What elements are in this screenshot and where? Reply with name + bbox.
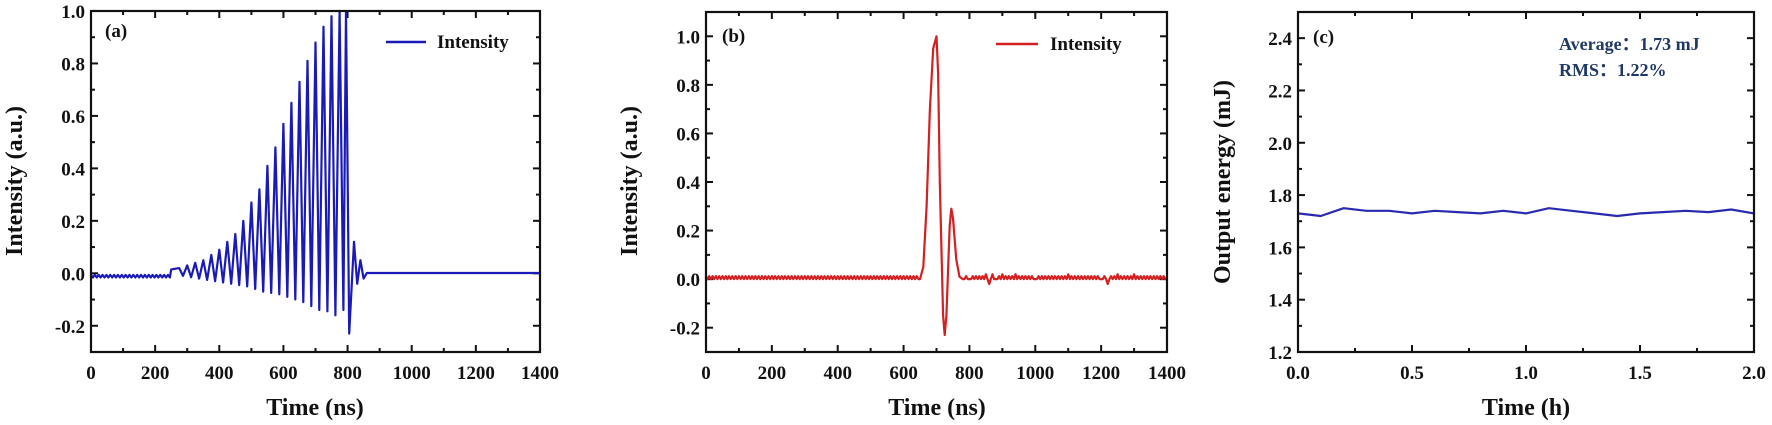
x-tick-label: 800	[333, 363, 362, 384]
y-tick-label: 1.8	[1268, 186, 1292, 207]
legend-label-a: Intensity	[437, 32, 509, 53]
y-tick-label: 1.0	[61, 2, 85, 23]
intensity-line-b	[704, 35, 1167, 337]
y-axis-title-c: Output energy (mJ)	[1210, 80, 1236, 284]
chart-panel-a: 0 200 400 600 800 1000 1200 1400 -0.2 0.0 0.2 0.4 0.…	[2, 2, 559, 421]
x-tick-label: 400	[823, 363, 852, 384]
y-tick-label: 0.0	[61, 264, 85, 285]
x-tick-label: 200	[141, 363, 170, 384]
x-tick-label: 200	[758, 363, 787, 384]
y-tick-label: 0.2	[676, 222, 700, 243]
y-tick-label: 1.4	[1268, 291, 1292, 312]
x-tick-label: 2.0	[1742, 363, 1766, 384]
y-tick-label: 0.2	[61, 212, 85, 233]
intensity-line-a	[90, 9, 540, 335]
x-tick-label: 800	[955, 363, 984, 384]
x-tick-label: 1.5	[1628, 363, 1652, 384]
x-tick-label: 1200	[457, 363, 495, 384]
x-axis-title-c: Time (h)	[1482, 395, 1570, 421]
x-tick-label: 600	[269, 363, 298, 384]
x-tick-label: 0.0	[1286, 363, 1310, 384]
plot-frame-b	[704, 10, 1169, 354]
axis-ticks-c: 0.0 0.5 1.0 1.5 2.0 1.2 1.4 1.6 1.8 2.0 2.2 2.4	[1268, 12, 1766, 384]
x-tick-label: 400	[205, 363, 234, 384]
y-tick-label: 2.4	[1268, 29, 1292, 50]
axis-ticks-a: 0 200 400 600 800 1000 1200 1400 -0.2 0.0 0.2 0.4 0.…	[55, 2, 559, 384]
panel-label-a: (a)	[105, 21, 127, 42]
y-tick-label: 0.0	[676, 270, 700, 291]
panel-label-c: (c)	[1313, 27, 1334, 48]
x-tick-label: 1400	[521, 363, 559, 384]
y-tick-label: 0.8	[676, 76, 700, 97]
y-tick-label: 2.0	[1268, 134, 1292, 155]
x-tick-label: 1.0	[1514, 363, 1538, 384]
y-tick-label: 2.2	[1268, 81, 1292, 102]
x-tick-label: 1400	[1148, 363, 1186, 384]
y-axis-title-a: Intensity (a.u.)	[2, 106, 28, 256]
y-tick-label: -0.2	[55, 317, 85, 338]
panel-label-b: (b)	[722, 26, 745, 47]
chart-panel-b: 0 200 400 600 800 1000 1200 1400 -0.2 0.0 0.2 0.4 0.…	[617, 10, 1186, 421]
plot-frame-c	[1296, 10, 1756, 354]
y-tick-label: 0.8	[61, 54, 85, 75]
x-tick-label: 0	[701, 363, 711, 384]
x-tick-label: 1000	[393, 363, 431, 384]
y-axis-title-b: Intensity (a.u.)	[617, 106, 643, 256]
y-tick-label: 1.0	[676, 27, 700, 48]
y-tick-label: 0.4	[61, 159, 85, 180]
legend-label-b: Intensity	[1050, 34, 1122, 55]
x-tick-label: 1000	[1016, 363, 1054, 384]
x-axis-title-a: Time (ns)	[266, 395, 364, 421]
annotation-average: Average：1.73 mJ	[1559, 34, 1700, 54]
y-tick-label: 1.6	[1268, 238, 1292, 259]
plot-frame-a	[89, 9, 542, 354]
x-tick-label: 1200	[1082, 363, 1120, 384]
annotation-rms: RMS：1.22%	[1559, 60, 1667, 80]
x-tick-label: 0	[86, 363, 96, 384]
y-tick-label: 1.2	[1268, 343, 1292, 364]
energy-line-c	[1297, 207, 1755, 218]
y-tick-label: 0.6	[676, 124, 700, 145]
axis-ticks-b: 0 200 400 600 800 1000 1200 1400 -0.2 0.0 0.2 0.4 0.…	[670, 12, 1186, 384]
y-tick-label: 0.4	[676, 173, 700, 194]
y-tick-label: -0.2	[670, 319, 700, 340]
chart-panel-c: 0.0 0.5 1.0 1.5 2.0 1.2 1.4 1.6 1.8 2.0 2.2 2.4 (c)…	[1210, 10, 1766, 421]
x-tick-label: 0.5	[1400, 363, 1424, 384]
x-axis-title-b: Time (ns)	[888, 395, 986, 421]
y-tick-label: 0.6	[61, 107, 85, 128]
x-tick-label: 600	[889, 363, 918, 384]
